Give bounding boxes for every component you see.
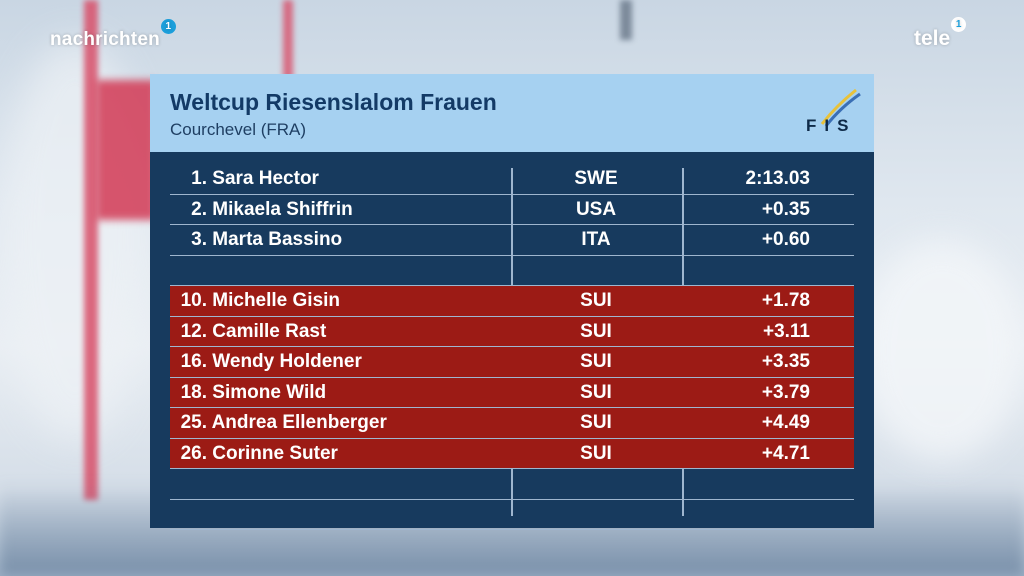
results-panel: Weltcup Riesenslalom Frauen Courchevel (… [150,74,874,530]
athlete-name-cell: 16. Wendy Holdener [170,351,510,373]
results-table: 1. Sara Hector SWE 2:13.03 2. Mikaela Shiff… [170,164,854,530]
rank: 18. [180,381,207,403]
athlete-name-cell [170,473,510,495]
table-row: 10. Michelle Gisin SUI +1.78 [170,286,854,317]
rank: 26. [180,442,207,464]
athlete-name: Andrea Ellenberger [211,412,387,433]
athlete-name: Camille Rast [212,320,327,342]
fis-logo-icon: FIS [806,88,861,135]
athlete-name: Corinne Suter [212,442,338,464]
rank: 2. [191,198,207,220]
results-header: Weltcup Riesenslalom Frauen Courchevel (… [150,74,874,152]
race-time: +3.35 [761,351,810,372]
fis-logo-text: FIS [806,116,856,135]
race-title: Weltcup Riesenslalom Frauen [170,89,497,115]
race-time: +3.79 [761,381,810,403]
athlete-name-cell: 10. Michelle Gisin [170,290,510,312]
athlete-name-cell [170,260,510,282]
nation-code: ITA [581,229,611,250]
table-row: 25. Andrea Ellenberger SUI +4.49 [170,408,854,439]
athlete-name: Simone Wild [212,381,327,403]
athlete-name-cell [170,504,510,526]
athlete-name-cell: 25. Andrea Ellenberger [170,412,510,434]
nation-code: SUI [580,412,612,433]
nation-code: SUI [580,320,612,342]
table-row: 12. Camille Rast SUI +3.11 [170,316,854,347]
background-post [620,0,632,40]
gate-pole [283,0,293,80]
table-row: 3. Marta Bassino ITA +0.60 [170,225,854,256]
rank: 12. [180,320,207,342]
channel-logo-text: tele [914,27,951,50]
race-time: +4.49 [761,412,810,433]
race-time: +0.35 [761,198,810,220]
nation-code: SWE [574,168,618,189]
table-row: 18. Simone Wild SUI +3.79 [170,377,854,408]
athlete-name-cell: 1. Sara Hector [170,168,510,190]
table-row [170,500,854,530]
athlete-name-cell: 2. Mikaela Shiffrin [170,199,510,221]
rank: 10. [180,290,207,311]
channel-logo-nachrichten: nachrichten1 [50,19,176,51]
rank: 1. [191,168,207,189]
gate-flag [96,80,156,220]
table-row [170,256,854,286]
athlete-name: Michelle Gisin [212,290,341,311]
athlete-name-cell: 12. Camille Rast [170,321,510,343]
table-row: 2. Mikaela Shiffrin USA +0.35 [170,195,854,225]
race-time: +0.60 [761,229,810,250]
nation-code: SUI [580,442,612,464]
channel-badge: 1 [951,17,967,32]
nation-code: SUI [580,381,612,403]
rank: 3. [191,229,207,250]
nation-code: USA [575,198,617,220]
background-cloud [860,240,1024,460]
table-row: 26. Corinne Suter SUI +4.71 [170,438,854,469]
nation-code: SUI [580,290,612,311]
athlete-name-cell: 26. Corinne Suter [170,443,510,465]
athlete-name: Sara Hector [212,168,319,189]
rank: 25. [180,412,207,433]
race-time: +4.71 [761,442,810,464]
channel-badge: 1 [160,19,176,34]
table-row: 16. Wendy Holdener SUI +3.35 [170,347,854,378]
gate-pole [84,0,98,500]
nation-code: SUI [580,351,612,372]
athlete-name-cell: 3. Marta Bassino [170,229,510,251]
table-row: 1. Sara Hector SWE 2:13.03 [170,164,854,195]
athlete-name: Wendy Holdener [212,351,362,372]
table-row [170,469,854,500]
athlete-name-cell: 18. Simone Wild [170,382,510,404]
race-time: +1.78 [761,290,810,311]
race-time: +3.11 [762,320,810,342]
race-time: 2:13.03 [745,168,810,189]
race-location: Courchevel (FRA) [170,120,307,139]
athlete-name: Marta Bassino [212,229,343,250]
athlete-name: Mikaela Shiffrin [212,198,353,220]
channel-logo-text: nachrichten [50,29,160,50]
rank: 16. [180,351,207,372]
channel-logo-tele: tele1 [914,17,967,51]
